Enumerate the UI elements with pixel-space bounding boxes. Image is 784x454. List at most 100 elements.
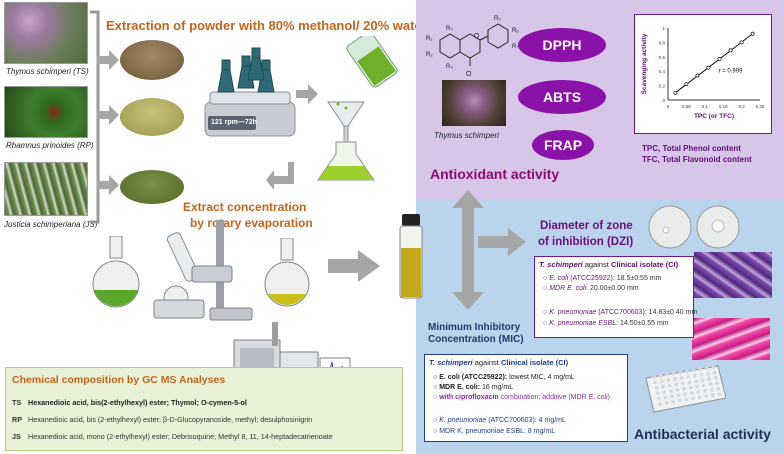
dzi-box-header: T. schimperi against Clinical isolate (C…	[539, 260, 679, 269]
plant-photo-rp	[4, 86, 88, 138]
frap-pill: FRAP	[532, 130, 594, 160]
plate-well	[680, 381, 685, 386]
chart-y-tick-label: 0.4	[659, 69, 666, 74]
double-arrow-up-down	[452, 190, 484, 310]
chart-x-label: TPC (or TFC)	[694, 113, 734, 120]
gc-row-js: JS Hexanedioic acid, mono (2-ethylhexyl) …	[12, 432, 333, 441]
dzi-results-box: T. schimperi against Clinical isolate (C…	[534, 256, 698, 338]
chart-y-label: Scavenging activity	[641, 33, 648, 94]
rotary-evaporator	[153, 220, 253, 321]
plant-caption-rp: Rhamnus prinoides (RP)	[6, 141, 94, 150]
plate-well	[682, 386, 686, 391]
mic-item-kpneumoniae: ○ K. pneumoniae (ATCC700603): 4 mg/mL	[433, 417, 566, 424]
plate-well	[706, 371, 710, 376]
plate-well	[711, 365, 716, 369]
plate-well	[687, 380, 692, 385]
plate-well	[698, 367, 703, 372]
plate-well	[656, 396, 661, 401]
dzi-item-ecoli: ○ E. coli (ATCC25922): 18.5±0.55 mm	[543, 275, 662, 282]
plate-well	[703, 389, 707, 393]
plate-well	[683, 392, 688, 397]
chart-x-tick-label: 0.15	[719, 104, 728, 109]
powder-rp	[120, 98, 184, 136]
plate-well	[691, 396, 695, 401]
structure-o-ring: O	[474, 33, 480, 40]
plate-well	[662, 390, 667, 394]
plant-caption-js: Justicia schimperiana (JS)	[4, 220, 98, 229]
plate-well	[713, 376, 718, 380]
gc-row-rp: RP Hexanedioic acid, bis (2-ethylhexyl) e…	[12, 415, 313, 424]
mic-title-line1: Minimum Inhibitory	[428, 322, 521, 333]
flask-yellow-extract	[264, 238, 310, 307]
plate-well	[717, 392, 722, 396]
gc-row-ts-text: Hexanedioic acid, bis(2-ethylhexyl) este…	[28, 398, 247, 407]
plate-well	[695, 384, 700, 389]
chart-point	[750, 31, 755, 36]
chart-point	[728, 48, 733, 53]
plate-well	[665, 372, 670, 377]
plate-well	[654, 385, 659, 390]
mic-item-mdr-ecoli: ○ MDR E. coli: 16 mg/mL	[433, 384, 514, 391]
chart-point	[695, 73, 700, 78]
chart-x-tick-label: 0.25	[756, 104, 765, 109]
dzi-item-kpneumoniae-esbl: ○ K. pneumoniae ESBL: 14.50±0.55 mm	[543, 320, 669, 327]
dzi-title-line2: of inhibition (DZI)	[538, 236, 634, 248]
plate-well	[692, 373, 697, 378]
structure-r4: R₄	[446, 64, 453, 70]
plate-well	[678, 370, 683, 375]
correlation-chart: 0 0.05 0.1 0.15 0.2 0.25 0 0.2 0.4 0.6 0.8 1 TPC (or…	[641, 26, 765, 120]
gc-row-ts: TS Hexanedioic acid, bis(2-ethylhexyl) es…	[12, 398, 247, 407]
plate-well	[666, 378, 671, 383]
plate-well	[691, 368, 696, 373]
structure-r2: R₂	[426, 52, 433, 58]
chart-y-tick-label: 0.6	[659, 55, 666, 60]
flavonoid-structure: O O R₁ R₂ R₃ R₄ R₅ R₆ R₇	[426, 16, 519, 78]
abts-pill: ABTS	[518, 80, 606, 114]
chart-y-tick-label: 0.2	[659, 84, 666, 89]
plate-well	[715, 381, 719, 386]
plate-well	[676, 393, 681, 398]
plate-well	[677, 398, 682, 403]
chart-point	[706, 65, 711, 70]
plate-well	[658, 402, 662, 406]
chart-trend-line	[675, 33, 753, 94]
structure-r5: R₅	[494, 16, 501, 22]
structure-r1: R₁	[426, 36, 432, 42]
plate-well	[664, 401, 669, 405]
dzi-title-line1: Diameter of zone	[540, 220, 633, 232]
chart-x-tick-label: 0	[667, 104, 670, 109]
extract-vial	[399, 214, 423, 299]
chart-point	[673, 90, 678, 95]
chart-y-tick-label: 1	[662, 26, 665, 31]
dpph-pill: DPPH	[518, 28, 606, 62]
arrow-to-powder-3	[97, 175, 119, 195]
plate-well	[700, 378, 705, 382]
dzi-item-kpneumoniae: ○ K. pneumoniae (ATCC700603): 14.83±0.40…	[543, 309, 698, 316]
chart-x-tick-label: 0.1	[702, 104, 709, 109]
mic-results-box: T. schimperi against Clinical isolate (C…	[424, 354, 628, 442]
dzi-item-mdr-ecoli: ○ MDR E. coli: 20.00±0.00 mm	[543, 285, 639, 292]
antibacterial-title: Antibacterial activity	[634, 426, 771, 442]
mic-item-ciprofloxacin: ○ with ciprofloxacin combination: additi…	[433, 394, 610, 401]
plate-well	[668, 389, 673, 393]
filtration-funnel-flask	[317, 36, 398, 181]
plant-caption-ts: Thymus schimperi (TS)	[6, 67, 89, 76]
plate-well	[696, 390, 701, 394]
plate-well	[658, 374, 663, 378]
plate-well	[707, 377, 712, 381]
mic-item-ecoli: ○ E. coli (ATCC25922): lowest MIC, 4 mg/…	[433, 374, 575, 381]
thymus-photo	[442, 80, 506, 126]
structure-o-carbonyl: O	[466, 71, 472, 78]
plate-well	[699, 372, 704, 377]
structure-r3: R₃	[446, 26, 453, 32]
microtiter-plate	[645, 365, 726, 413]
shaker-label: 121 rpm—72h	[211, 119, 257, 126]
plate-well	[659, 379, 664, 384]
plate-well	[652, 375, 656, 379]
mic-title-line2: Concentration (MIC)	[428, 334, 524, 345]
antioxidant-panel: O O R₁ R₂ R₃ R₄ R₅ R₆ R₇ Thymus schimper…	[416, 0, 784, 200]
arrow-down-to-evaporation	[266, 162, 294, 190]
arrow-to-dzi	[478, 228, 526, 256]
antibacterial-panel: Diameter of zone of inhibition (DZI) T. …	[416, 200, 784, 454]
powder-js	[120, 170, 184, 204]
